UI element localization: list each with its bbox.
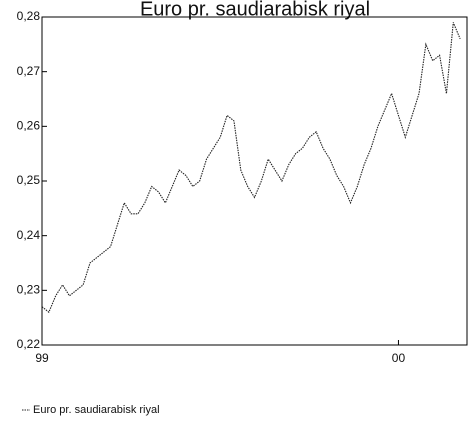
y-tick-label: 0,24 — [17, 228, 41, 242]
y-tick-label: 0,22 — [17, 337, 41, 351]
x-tick-label: 99 — [35, 351, 49, 365]
y-tick-label: 0,26 — [17, 119, 41, 133]
plot-frame — [41, 16, 468, 346]
chart-title: Euro pr. saudiarabisk riyal — [140, 0, 370, 20]
legend-label: Euro pr. saudiarabisk riyal — [33, 404, 160, 416]
y-tick-label: 0,25 — [17, 173, 41, 187]
x-tick-label: 00 — [392, 351, 406, 365]
y-tick-label: 0,23 — [17, 283, 41, 297]
y-tick-label: 0,28 — [17, 9, 41, 23]
data-line — [41, 22, 461, 314]
y-tick-label: 0,27 — [17, 64, 41, 78]
